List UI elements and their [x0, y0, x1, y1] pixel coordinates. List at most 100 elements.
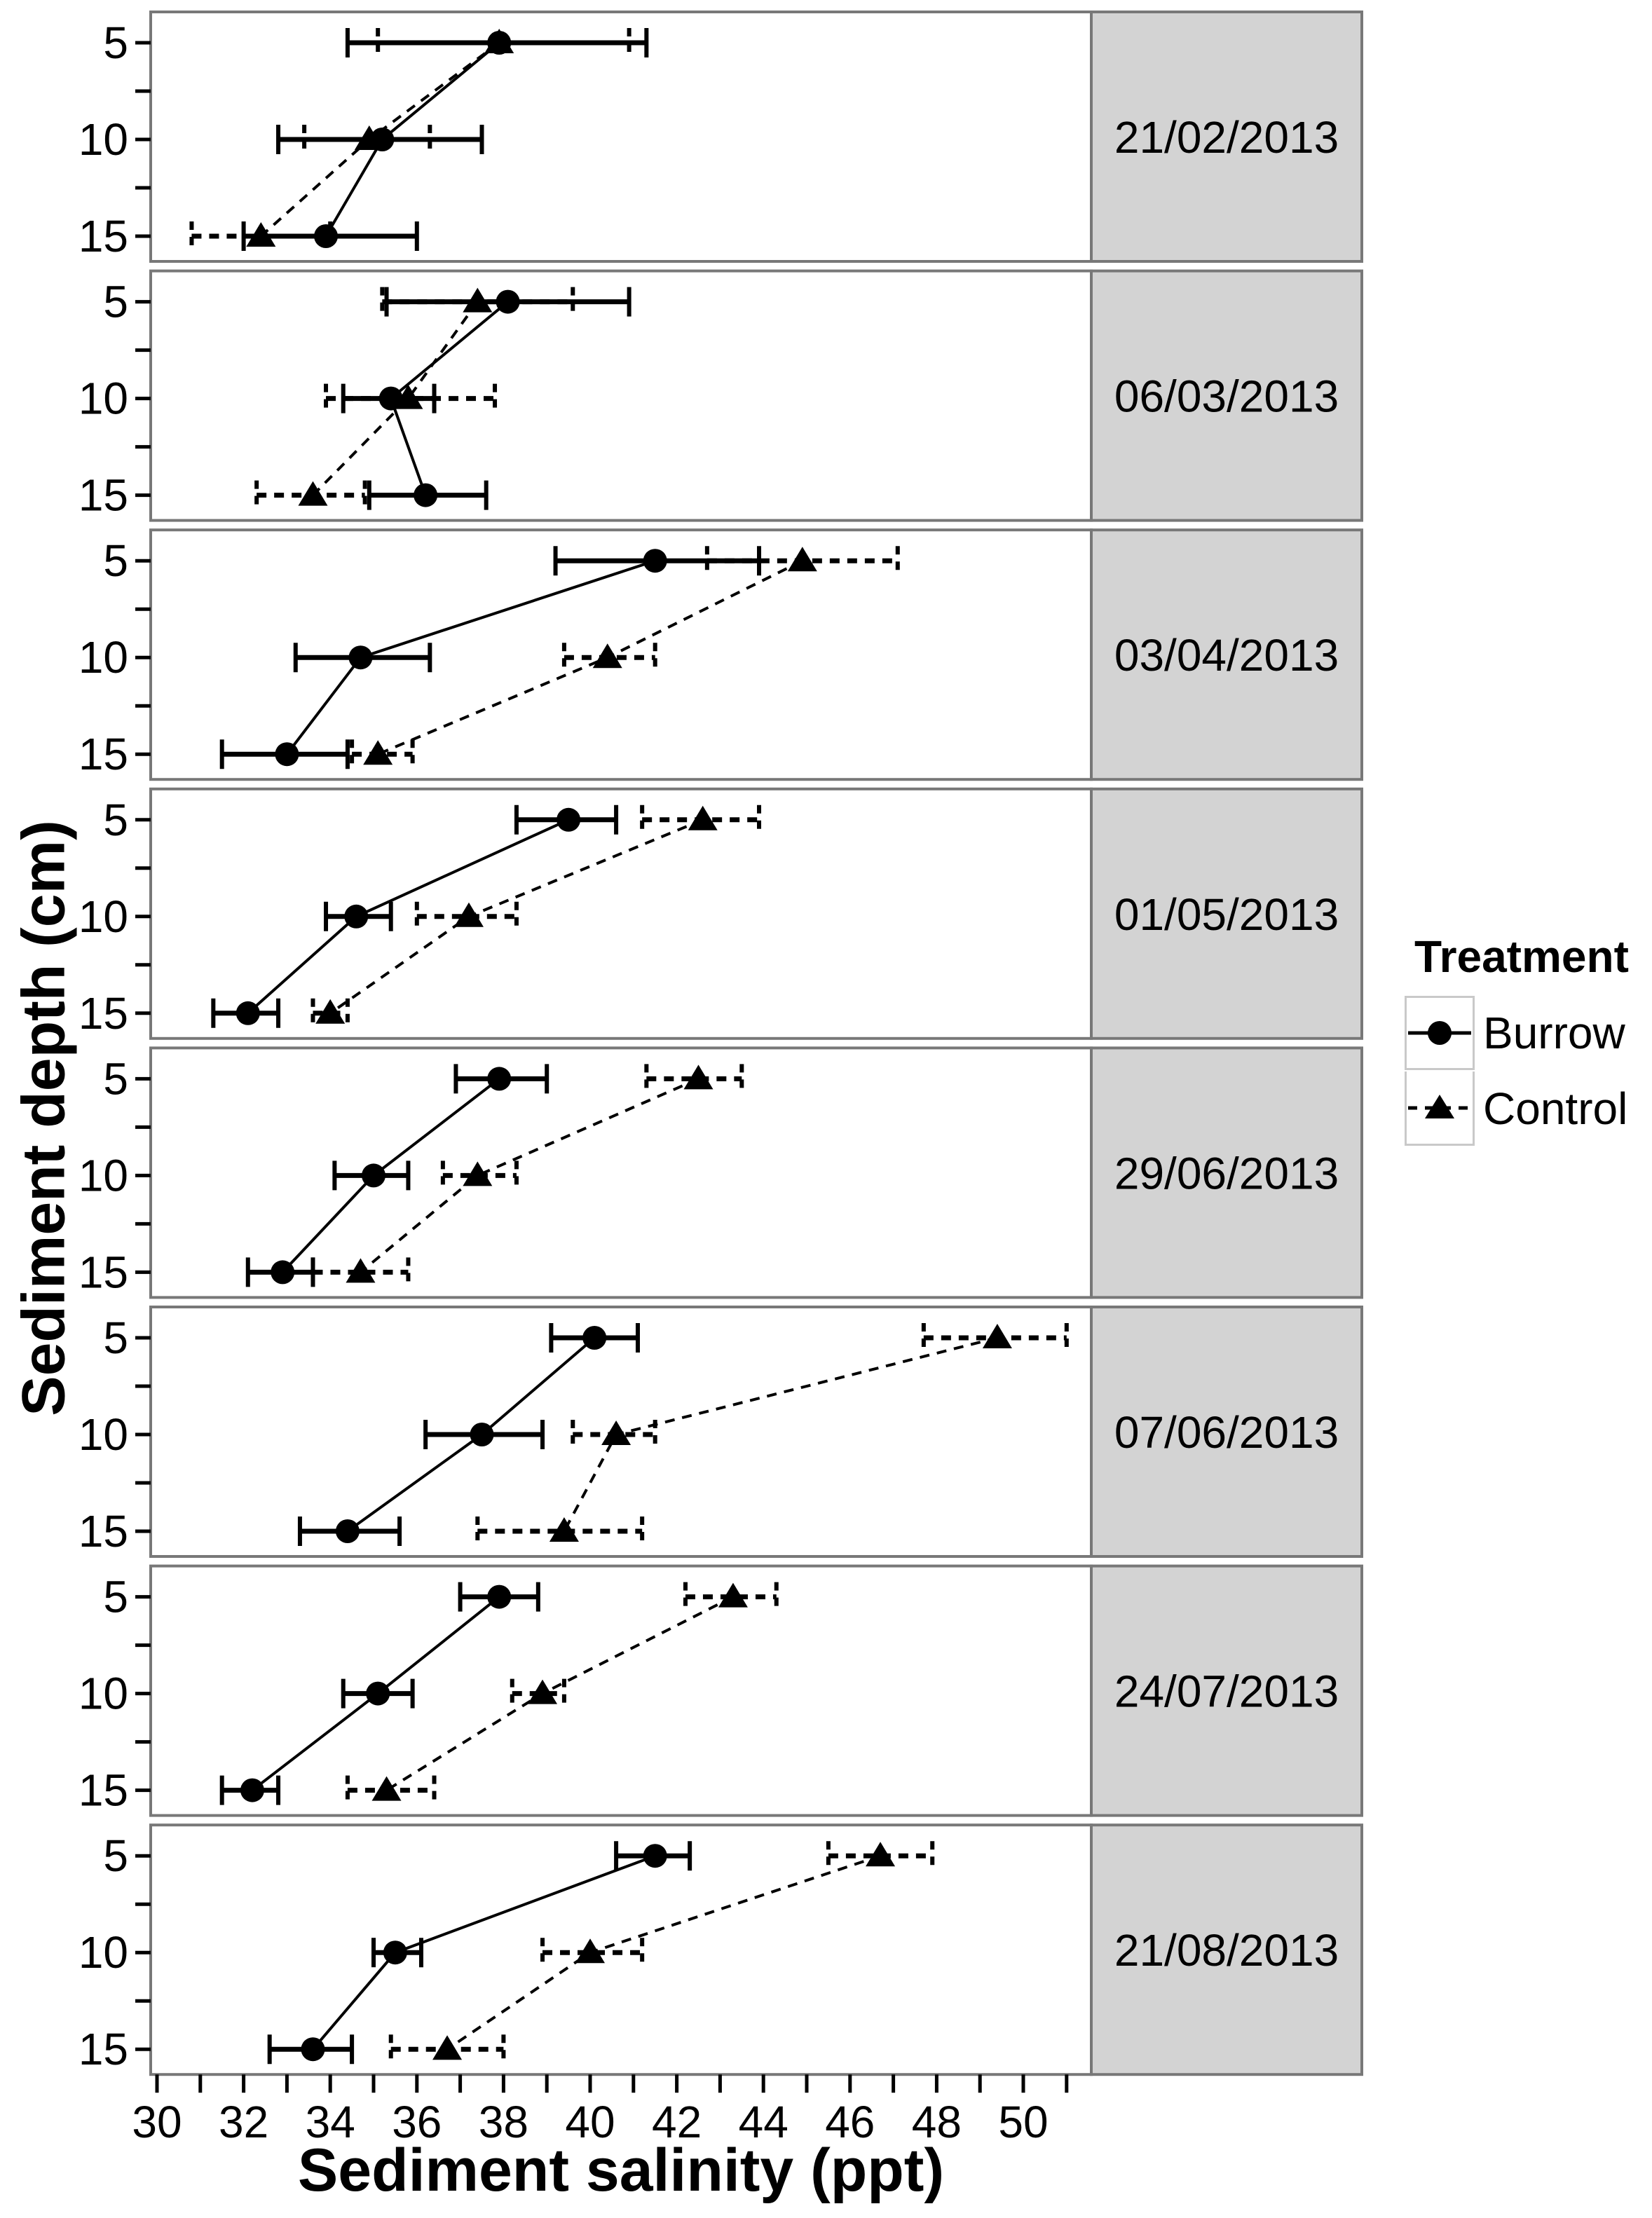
control-triangle-marker	[601, 1421, 632, 1445]
legend-key-control	[1405, 1072, 1475, 1146]
burrow-circle-marker	[487, 1584, 512, 1609]
x-tick-label: 30	[132, 2097, 182, 2147]
y-tick-label: 5	[103, 277, 128, 327]
burrow-circle-marker	[240, 1778, 264, 1802]
triangle-dashed-line-icon	[1408, 1094, 1471, 1118]
burrow-circle-marker	[557, 807, 581, 832]
control-triangle-marker	[432, 2035, 463, 2060]
panel-border	[149, 269, 1093, 522]
burrow-circle-marker	[487, 1067, 512, 1091]
burrow-circle-marker	[335, 1519, 360, 1543]
y-tick-label: 15	[78, 1765, 128, 1816]
legend-item-burrow: Burrow	[1405, 995, 1652, 1071]
control-triangle-marker	[575, 1938, 605, 1964]
y-tick-label: 5	[103, 1830, 128, 1881]
facet-strip	[1090, 1823, 1363, 2076]
y-tick-label: 15	[78, 211, 128, 261]
burrow-circle-marker	[235, 1001, 260, 1025]
y-tick-label: 10	[78, 1409, 128, 1460]
legend-item-control: Control	[1405, 1071, 1652, 1146]
control-triangle-marker	[463, 1161, 493, 1186]
y-tick-label: 10	[78, 632, 128, 683]
facet-strip	[1090, 787, 1363, 1040]
y-tick-label: 5	[103, 535, 128, 586]
facet-strip-label: 06/03/2013	[1114, 371, 1339, 422]
x-tick-label: 48	[912, 2097, 962, 2147]
y-tick-label: 10	[78, 891, 128, 942]
y-tick-label: 10	[78, 1927, 128, 1978]
y-tick-label: 15	[78, 1506, 128, 1556]
x-tick-label: 38	[479, 2097, 528, 2147]
panel-border	[149, 1046, 1093, 1299]
y-tick-label: 5	[103, 795, 128, 845]
legend: Treatment Burrow Control	[1405, 931, 1652, 1146]
burrow-circle-marker	[301, 2037, 325, 2062]
burrow-circle-marker	[496, 289, 520, 314]
burrow-circle-marker	[370, 128, 395, 151]
control-triangle-marker	[528, 1679, 558, 1704]
facet-strip-label: 03/04/2013	[1114, 630, 1339, 680]
legend-label-control: Control	[1483, 1083, 1628, 1134]
control-triangle-marker	[346, 1258, 376, 1283]
control-triangle-marker	[683, 1064, 714, 1090]
y-tick-label: 10	[78, 114, 128, 165]
burrow-circle-marker	[366, 1681, 390, 1706]
y-tick-label: 15	[78, 988, 128, 1039]
panel-border	[149, 528, 1093, 781]
facet-strip	[1090, 11, 1363, 263]
control-triangle-marker	[688, 805, 718, 830]
y-tick-label: 5	[103, 18, 128, 68]
facet-strip	[1090, 528, 1363, 781]
x-tick-label: 36	[392, 2097, 442, 2147]
legend-label-burrow: Burrow	[1483, 1008, 1625, 1058]
burrow-circle-marker	[414, 483, 438, 507]
burrow-circle-marker	[487, 31, 512, 55]
burrow-circle-marker	[271, 1260, 295, 1285]
y-tick-label: 5	[103, 1313, 128, 1363]
control-triangle-marker	[363, 740, 393, 765]
panel-border	[149, 1564, 1093, 1817]
control-triangle-marker	[315, 999, 346, 1024]
burrow-circle-marker	[362, 1163, 385, 1188]
y-tick-label: 10	[78, 374, 128, 424]
legend-title: Treatment	[1414, 931, 1629, 982]
facet-strip-label: 07/06/2013	[1114, 1407, 1339, 1458]
control-triangle-marker	[549, 1517, 579, 1542]
control-line	[312, 301, 479, 497]
control-line	[360, 1077, 699, 1273]
facet-strip	[1090, 269, 1363, 522]
facet-strip	[1090, 1046, 1363, 1299]
y-axis-title: Sediment depth (cm)	[10, 820, 78, 1416]
panel-border	[149, 787, 1093, 1040]
burrow-circle-marker	[643, 1844, 667, 1868]
facet-strip-label: 21/02/2013	[1114, 112, 1339, 163]
y-tick-label: 15	[78, 470, 128, 521]
control-triangle-marker	[371, 1776, 402, 1801]
burrow-circle-marker	[582, 1326, 607, 1350]
x-axis-title: Sediment salinity (ppt)	[297, 2137, 945, 2204]
legend-key-burrow	[1405, 996, 1475, 1070]
burrow-circle-marker	[470, 1423, 494, 1446]
facet-strip-label: 21/08/2013	[1114, 1925, 1339, 1976]
control-triangle-marker	[866, 1842, 896, 1867]
burrow-circle-marker	[348, 645, 373, 670]
y-tick-label: 15	[78, 729, 128, 779]
y-tick-label: 5	[103, 1053, 128, 1104]
y-tick-label: 10	[78, 1669, 128, 1719]
x-tick-label: 40	[565, 2097, 615, 2147]
facet-strip-label: 24/07/2013	[1114, 1666, 1339, 1717]
y-tick-label: 15	[78, 2024, 128, 2074]
y-tick-label: 15	[78, 1247, 128, 1297]
control-triangle-marker	[718, 1582, 748, 1608]
burrow-circle-marker	[643, 549, 667, 573]
burrow-circle-marker	[275, 742, 299, 767]
panel-border	[149, 1823, 1093, 2076]
circle-solid-line-icon	[1408, 1021, 1471, 1045]
control-triangle-marker	[453, 902, 484, 927]
control-triangle-marker	[787, 547, 817, 572]
control-triangle-marker	[982, 1324, 1012, 1348]
y-tick-label: 5	[103, 1572, 128, 1622]
x-tick-label: 44	[739, 2097, 789, 2147]
y-tick-label: 10	[78, 1150, 128, 1200]
